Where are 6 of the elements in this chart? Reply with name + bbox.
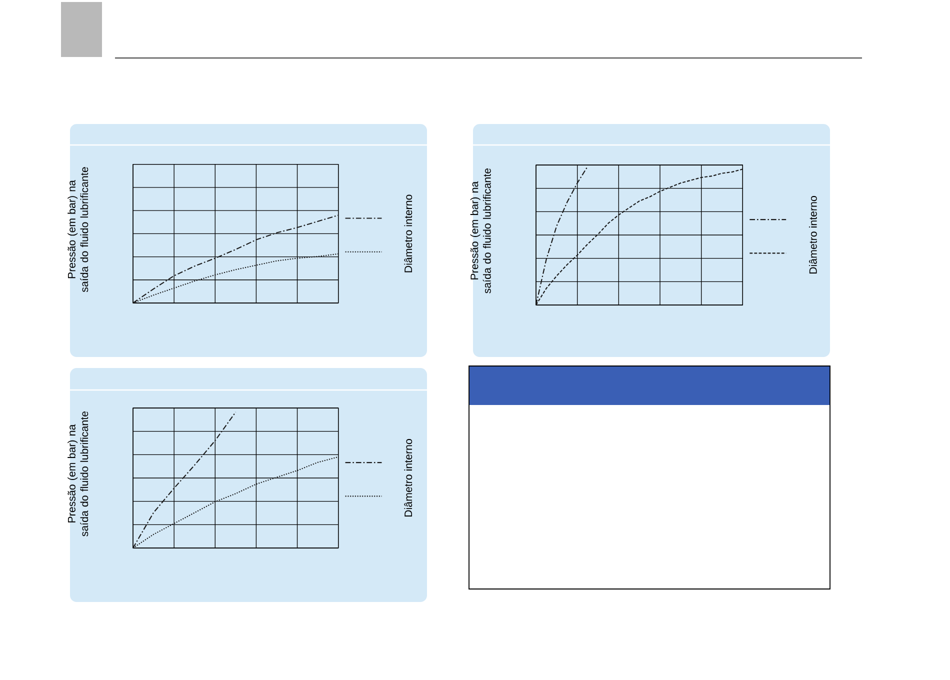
legend-title: Diâmetro interno <box>404 194 412 272</box>
y-axis-title: Pressão (em bar) na saída do fluido lubrificante <box>470 168 491 294</box>
legend-title: Diâmetro interno <box>809 196 817 274</box>
legend-title: Diâmetro interno <box>404 439 412 517</box>
y-axis-title: Pressão (em bar) na saída do fluido lubrificante <box>68 167 88 292</box>
y-axis-title: Pressão (em bar) na saída do fluido lubrificante <box>68 411 88 536</box>
